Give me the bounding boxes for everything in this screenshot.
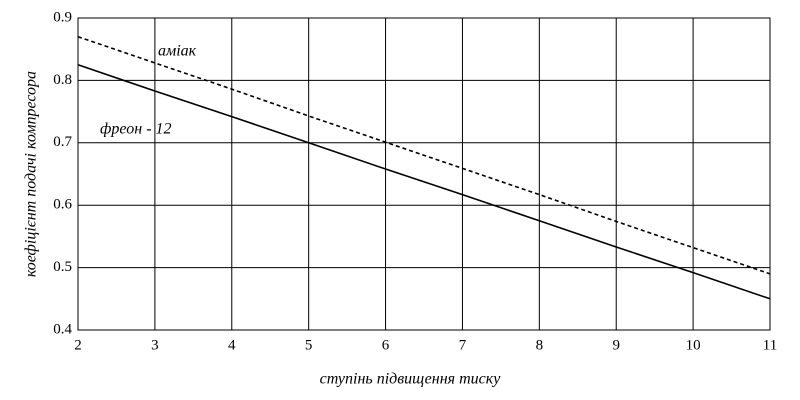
y-tick-label: 0.9: [53, 9, 72, 25]
x-tick-label: 7: [459, 337, 467, 353]
y-tick-label: 0.8: [53, 72, 72, 88]
series-label: фреон - 12: [100, 121, 172, 138]
y-tick-label: 0.5: [53, 259, 72, 275]
x-tick-label: 11: [763, 337, 777, 353]
x-tick-label: 10: [686, 337, 701, 353]
x-tick-label: 9: [612, 337, 620, 353]
x-tick-label: 8: [536, 337, 544, 353]
x-tick-label: 2: [74, 337, 82, 353]
series-line: [77, 64, 771, 300]
x-tick-label: 4: [228, 337, 236, 353]
y-tick-label: 0.7: [53, 134, 72, 150]
series-line: [77, 35, 771, 275]
x-tick-label: 5: [305, 337, 313, 353]
y-tick-label: 0.4: [53, 321, 72, 337]
y-axis-label: коефіцієнт подачі компресора: [23, 71, 40, 277]
x-tick-label: 3: [151, 337, 159, 353]
plot-frame: [77, 17, 771, 331]
x-axis-label: ступінь підвищення тиску: [320, 371, 502, 388]
series-label: аміак: [158, 43, 197, 60]
x-tick-label: 6: [382, 337, 390, 353]
y-tick-label: 0.6: [53, 197, 72, 213]
